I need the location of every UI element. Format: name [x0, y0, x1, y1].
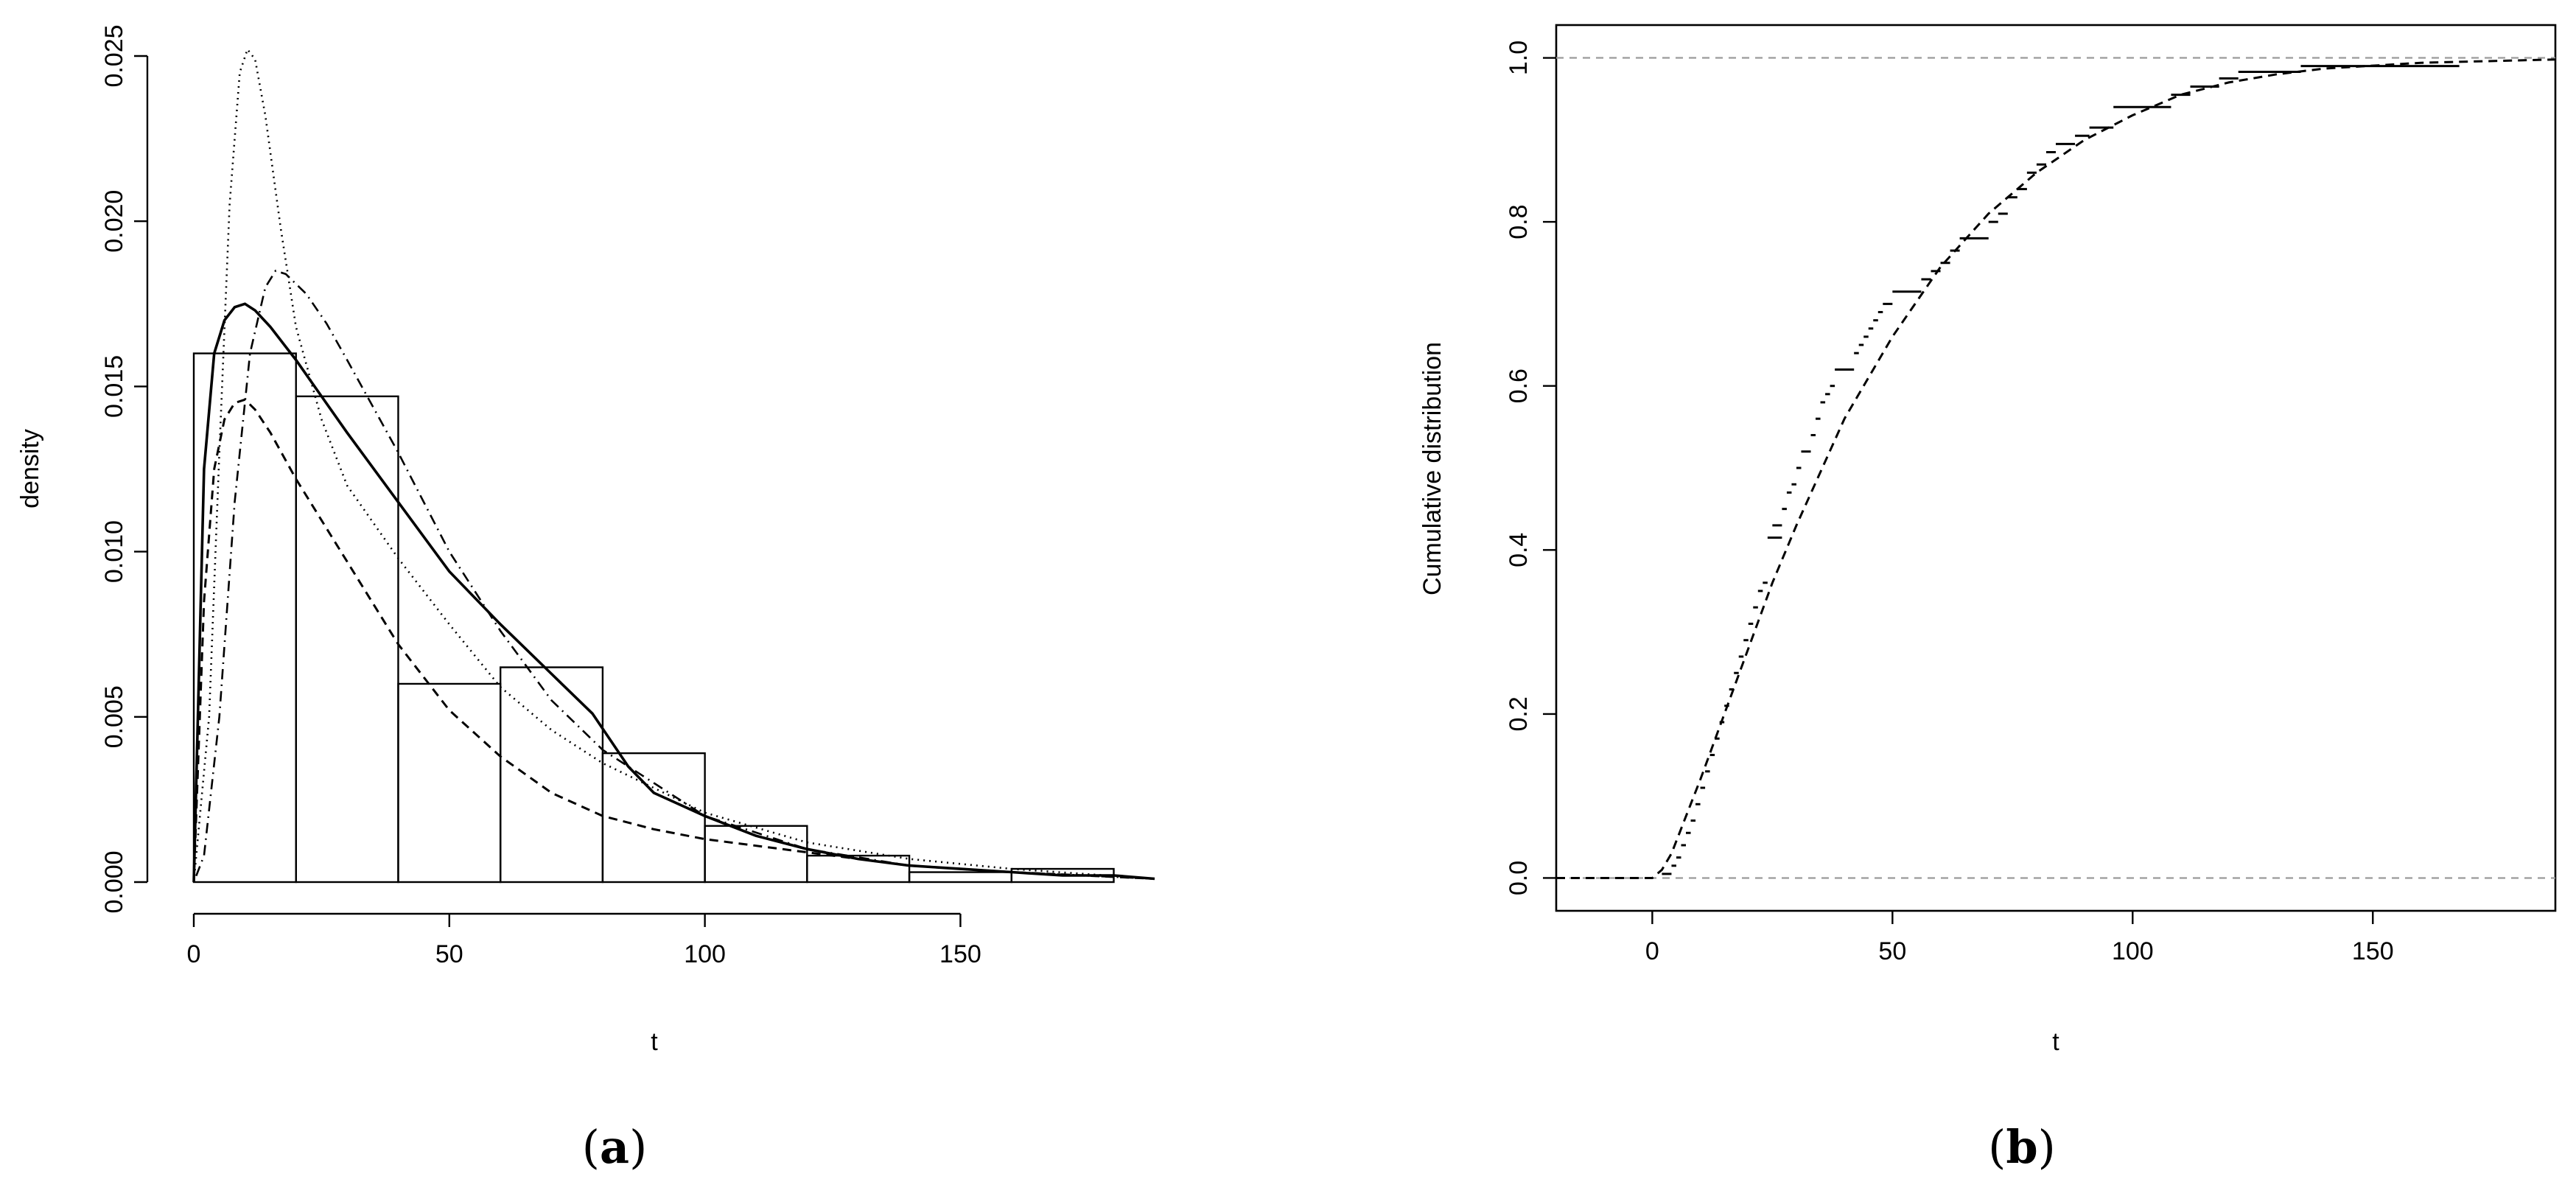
- y-tick-label: 0.020: [100, 190, 128, 253]
- histogram-bar: [704, 825, 808, 884]
- fitted-cdf-curve: [1556, 58, 2556, 879]
- x-tick-label: 150: [2352, 937, 2394, 965]
- histogram-bar: [397, 682, 502, 884]
- panel-b-x-axis-title: t: [2052, 1028, 2059, 1056]
- panel-a-axes: 0 50 100 150 0.000 0.005 0.010 0.015 0.020 0.025: [100, 24, 981, 968]
- histogram-bar: [601, 752, 706, 884]
- y-tick-label: 0.2: [1505, 696, 1533, 731]
- y-tick-label: 0.015: [100, 355, 128, 418]
- y-tick-label: 0.025: [100, 24, 128, 87]
- panel-b-cdf-chart: 0 50 100 150 0.0 0.2 0.4 0.6 0.8 1.0 t Cumulative…: [1418, 24, 2557, 1174]
- x-tick-label: 150: [939, 940, 981, 968]
- panel-a-y-axis-title: density: [16, 429, 44, 508]
- x-tick-label: 100: [2112, 937, 2154, 965]
- density-curve-dashed: [192, 398, 1155, 883]
- density-curves: [192, 47, 1155, 883]
- panel-b-axes: 0 50 100 150 0.0 0.2 0.4 0.6 0.8 1.0: [1505, 41, 2394, 965]
- y-tick-label: 1.0: [1505, 41, 1533, 75]
- panel-a-x-axis-title: t: [651, 1028, 658, 1056]
- density-curve-dotdash: [192, 269, 1155, 883]
- y-tick-label: 0.005: [100, 685, 128, 748]
- histogram: [192, 352, 1115, 884]
- x-tick-label: 0: [187, 940, 201, 968]
- panel-a-density-chart: 0 50 100 1500.0000.0050.0100.0150.0200.025 …: [16, 24, 1155, 1174]
- panel-b-label-letter: b: [2006, 1120, 2037, 1174]
- x-tick-label: 50: [435, 940, 463, 968]
- y-tick-label: 0.8: [1505, 204, 1533, 239]
- x-tick-label: 100: [684, 940, 726, 968]
- y-tick-label: 0.010: [100, 520, 128, 583]
- panel-a-label: (a): [582, 1120, 648, 1174]
- x-tick-label: 0: [1645, 937, 1659, 965]
- histogram-bar: [908, 871, 1012, 884]
- y-tick-label: 0.000: [100, 850, 128, 913]
- x-tick-label: 50: [1878, 937, 1906, 965]
- density-curve-dotted: [192, 47, 1155, 883]
- panel-b-label: (b): [1988, 1120, 2056, 1174]
- panel-b-y-axis-title: Cumulative distribution: [1418, 342, 1446, 595]
- reference-lines: [1556, 57, 2555, 879]
- empirical-cdf-steps: [1662, 65, 2460, 875]
- panel-a-label-letter: a: [600, 1120, 629, 1174]
- y-tick-label: 0.6: [1505, 368, 1533, 403]
- histogram-bar: [295, 395, 399, 884]
- y-tick-label: 0.0: [1505, 861, 1533, 895]
- y-tick-label: 0.4: [1505, 533, 1533, 567]
- cdf-curve-dashed: [1556, 58, 2556, 879]
- panel-b-plot-box: [1555, 24, 2557, 912]
- histogram-bar: [806, 854, 911, 884]
